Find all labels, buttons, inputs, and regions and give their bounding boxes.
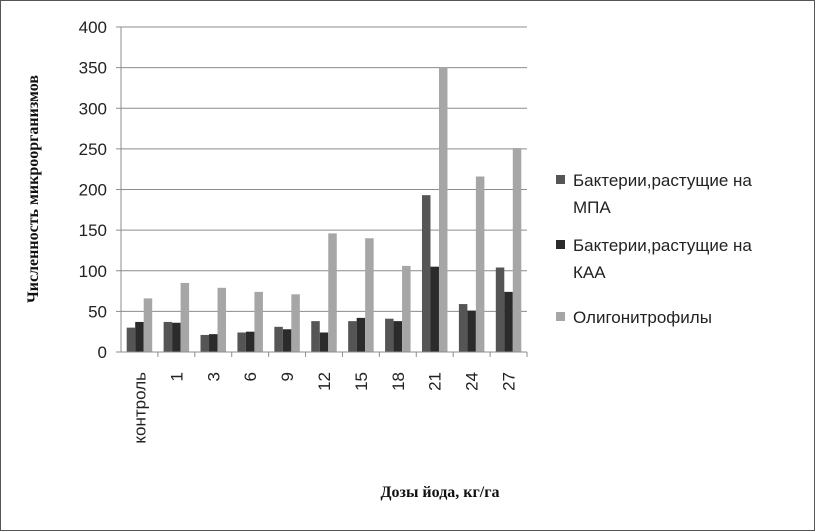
- x-tick-label: 12: [315, 372, 334, 391]
- bar: [495, 267, 505, 352]
- bar: [172, 322, 181, 352]
- y-axis-title: Численность микроорганизмов: [25, 75, 42, 303]
- x-axis-title: Дозы йода, кг/га: [381, 484, 500, 501]
- bar: [385, 318, 394, 352]
- x-tick-label: 18: [389, 372, 408, 391]
- legend-swatch: [556, 312, 565, 321]
- bar: [135, 321, 144, 352]
- bar: [291, 294, 300, 352]
- bar: [348, 321, 357, 352]
- bar: [180, 282, 190, 352]
- x-tick-labels: контроль 1 3 6 9 12 15 18 21 24 27: [130, 372, 518, 444]
- bar: [209, 334, 218, 352]
- bar: [163, 321, 173, 352]
- bar: [282, 329, 292, 352]
- bar: [274, 326, 283, 352]
- legend-label: КАА: [573, 263, 606, 282]
- legend-swatch: [556, 240, 565, 249]
- bar: [365, 238, 374, 352]
- bar: [319, 332, 329, 352]
- y-tick-label: 250: [79, 140, 107, 159]
- legend: Бактерии,растущие на МПА Бактерии,растущие…: [556, 171, 752, 327]
- bar: [217, 287, 227, 352]
- bar: [458, 304, 468, 352]
- bar: [311, 321, 320, 352]
- gridlines: [116, 26, 527, 353]
- y-tick-label: 50: [88, 302, 107, 321]
- bar: [430, 266, 439, 352]
- x-tick-label: контроль: [130, 372, 149, 444]
- x-tick-label: 3: [204, 372, 223, 381]
- x-tick-label: 21: [426, 372, 445, 391]
- x-tick-label: 24: [463, 372, 482, 391]
- bar: [438, 67, 448, 352]
- bar: [475, 176, 485, 352]
- x-tick-label: 27: [500, 372, 519, 391]
- bar: [402, 265, 411, 352]
- bar: [254, 291, 263, 352]
- y-tick-label: 200: [79, 181, 107, 200]
- bar: [328, 233, 337, 352]
- y-tick-label: 300: [79, 99, 107, 118]
- y-tick-label: 100: [79, 262, 107, 281]
- x-tick-label: 9: [278, 372, 297, 381]
- y-tick-label: 350: [79, 59, 107, 78]
- bars: [126, 67, 522, 352]
- x-tick-label: 15: [352, 372, 371, 391]
- legend-label: МПА: [573, 198, 611, 217]
- x-tick-label: 6: [241, 372, 260, 381]
- axes: [120, 27, 528, 357]
- bar: [245, 331, 255, 352]
- bar: [126, 327, 136, 352]
- bar: [237, 332, 246, 352]
- y-tick-label: 400: [79, 18, 107, 37]
- legend-label: Бактерии,растущие на: [573, 171, 752, 190]
- bar: [504, 291, 513, 352]
- bar: [421, 195, 431, 352]
- legend-swatch: [556, 175, 565, 184]
- x-tick-label: 1: [167, 372, 186, 381]
- bar: [200, 334, 210, 352]
- y-tick-label: 150: [79, 221, 107, 240]
- bar: [467, 310, 476, 352]
- y-tick-label: 0: [98, 343, 107, 362]
- y-tick-labels: 0 50 100 150 200 250 300 350 400: [79, 18, 107, 362]
- bar: [512, 148, 522, 352]
- bar: [356, 317, 366, 352]
- legend-label: Олигонитрофилы: [573, 308, 712, 327]
- legend-label: Бактерии,растущие на: [573, 236, 752, 255]
- bar: [393, 321, 403, 352]
- bar: [143, 298, 153, 352]
